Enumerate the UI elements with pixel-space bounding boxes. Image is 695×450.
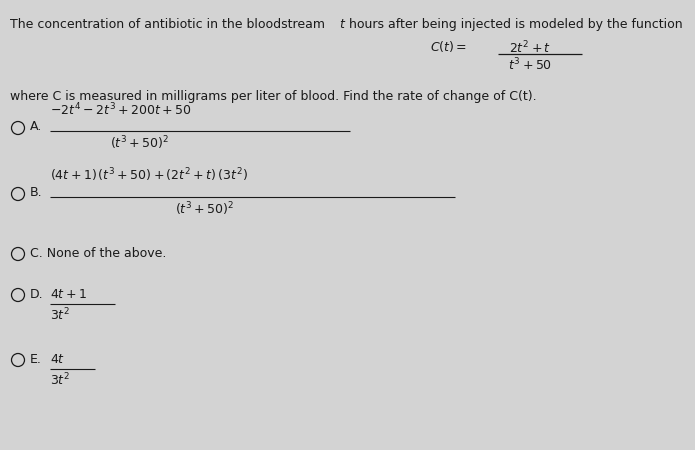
Text: hours after being injected is modeled by the function: hours after being injected is modeled by… <box>345 18 682 31</box>
Text: B.: B. <box>30 186 42 199</box>
Text: A.: A. <box>30 120 42 133</box>
Text: $4t+1$: $4t+1$ <box>50 288 87 301</box>
Text: $t^3+50$: $t^3+50$ <box>508 57 552 74</box>
Text: $3t^2$: $3t^2$ <box>50 372 70 389</box>
Text: $4t$: $4t$ <box>50 353 65 366</box>
Text: $(4t+1)\,(t^3+50)+(2t^2+t)\,(3t^2)$: $(4t+1)\,(t^3+50)+(2t^2+t)\,(3t^2)$ <box>50 166 248 184</box>
Text: The concentration of antibiotic in the bloodstream: The concentration of antibiotic in the b… <box>10 18 329 31</box>
Text: D.: D. <box>30 288 44 301</box>
Text: $(t^3+50)^2$: $(t^3+50)^2$ <box>175 200 234 218</box>
Text: $C(t)=$: $C(t)=$ <box>430 40 467 54</box>
Text: C. None of the above.: C. None of the above. <box>30 247 166 260</box>
Text: t: t <box>339 18 344 31</box>
Text: E.: E. <box>30 353 42 366</box>
Text: $2t^2+t$: $2t^2+t$ <box>509 40 551 57</box>
Text: $(t^3+50)^2$: $(t^3+50)^2$ <box>110 134 170 152</box>
Text: $-2t^4-2t^3+200t+50$: $-2t^4-2t^3+200t+50$ <box>50 101 192 118</box>
Text: where C is measured in milligrams per liter of blood. Find the rate of change of: where C is measured in milligrams per li… <box>10 90 537 103</box>
Text: $3t^2$: $3t^2$ <box>50 307 70 324</box>
